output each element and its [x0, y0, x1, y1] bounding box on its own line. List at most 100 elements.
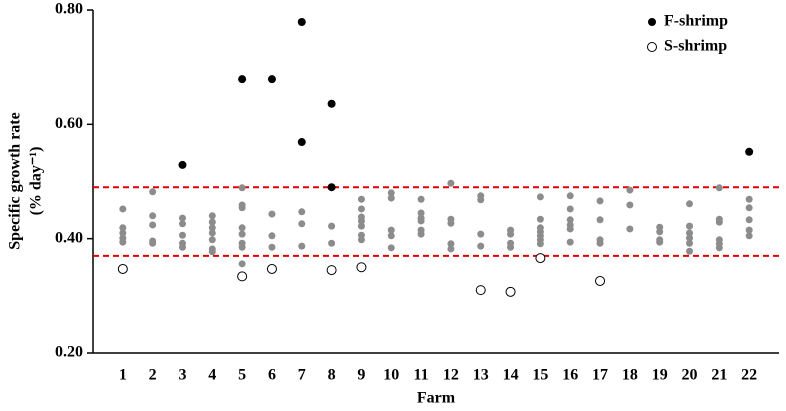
point [298, 220, 306, 228]
x-tick-label: 7 [298, 367, 306, 384]
point [149, 212, 157, 220]
point [357, 222, 365, 230]
point [387, 232, 395, 240]
x-tick-label: 10 [383, 367, 399, 384]
x-tick-label: 17 [592, 367, 608, 384]
x-tick-label: 1 [119, 367, 127, 384]
point [477, 196, 485, 204]
point [417, 195, 425, 203]
point [208, 212, 216, 220]
y-tick-label: 0.60 [55, 115, 83, 132]
point [149, 239, 157, 247]
point [387, 189, 395, 197]
point [327, 99, 336, 108]
x-tick-label: 12 [443, 367, 459, 384]
point [686, 222, 694, 230]
point [298, 208, 306, 216]
point [327, 183, 336, 192]
x-tick-label: 16 [562, 367, 578, 384]
point [507, 243, 515, 251]
point [536, 240, 544, 248]
x-tick-label: 2 [149, 367, 157, 384]
point [357, 236, 365, 244]
point [387, 194, 395, 202]
point [178, 160, 187, 169]
point [686, 234, 694, 242]
point [268, 210, 276, 218]
x-tick-label: 19 [652, 367, 668, 384]
x-tick-label: 11 [414, 367, 429, 384]
point [237, 271, 248, 282]
point [656, 238, 664, 246]
point [238, 75, 247, 84]
point [596, 197, 604, 205]
point [119, 238, 127, 246]
point [715, 218, 723, 226]
point [387, 244, 395, 252]
point [238, 184, 246, 192]
point [266, 263, 277, 274]
point [447, 245, 455, 253]
point [178, 231, 186, 239]
point [267, 75, 276, 84]
x-tick-label: 4 [208, 367, 216, 384]
x-tick-label: 21 [711, 367, 727, 384]
x-tick-label: 3 [178, 367, 186, 384]
point [117, 263, 128, 274]
point [149, 221, 157, 229]
point [238, 230, 246, 238]
point [686, 247, 694, 255]
point [536, 215, 544, 223]
point [715, 244, 723, 252]
point [119, 224, 127, 232]
point [178, 220, 186, 228]
point [357, 217, 365, 225]
point [536, 193, 544, 201]
x-tick-label: 22 [741, 367, 757, 384]
y-axis-label: Specific growth rate [7, 112, 24, 249]
point [297, 138, 306, 147]
point [387, 226, 395, 234]
legend-marker [648, 18, 656, 26]
point [595, 275, 606, 286]
point [535, 253, 546, 264]
point [208, 224, 216, 232]
point [208, 218, 216, 226]
point [596, 239, 604, 247]
point [357, 205, 365, 213]
point [626, 225, 634, 233]
point [475, 285, 486, 296]
y-axis-label: (% day⁻¹) [28, 147, 45, 216]
point [238, 243, 246, 251]
point [178, 214, 186, 222]
point [686, 200, 694, 208]
point [356, 262, 367, 273]
x-tick-label: 15 [532, 367, 548, 384]
point [298, 242, 306, 250]
x-tick-label: 6 [268, 367, 276, 384]
x-tick-label: 18 [622, 367, 638, 384]
point [477, 230, 485, 238]
x-tick-label: 14 [503, 367, 519, 384]
x-tick-label: 20 [682, 367, 698, 384]
point [149, 188, 157, 196]
point [238, 260, 246, 268]
point [477, 242, 485, 250]
point [745, 204, 753, 212]
point [119, 205, 127, 213]
x-tick-label: 9 [357, 367, 365, 384]
point [626, 186, 634, 194]
x-tick-label: 5 [238, 367, 246, 384]
point [328, 222, 336, 230]
x-tick-label: 13 [473, 367, 489, 384]
point [417, 209, 425, 217]
point [596, 216, 604, 224]
point [447, 240, 455, 248]
legend-label: S-shrimp [664, 38, 727, 55]
point [686, 229, 694, 237]
point [328, 239, 336, 247]
point [268, 243, 276, 251]
point [208, 236, 216, 244]
point [686, 239, 694, 247]
